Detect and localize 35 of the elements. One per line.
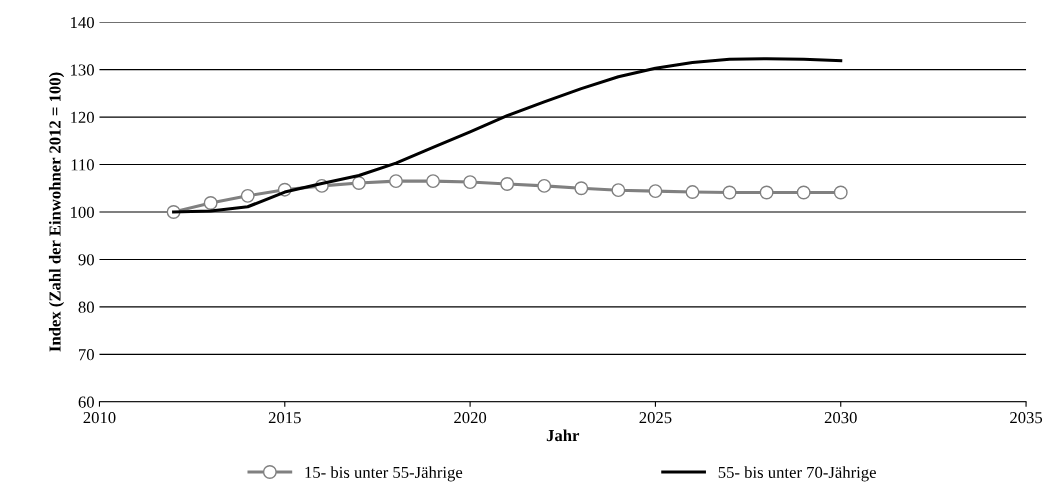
point [685,185,700,200]
y-axis-title: Index (Zahl der Einwohner 2012 = 100) [48,72,65,352]
y-tick-label: 70 [79,349,94,361]
x-tick-label: 2025 [639,412,672,424]
x-tick-label: 2035 [1010,412,1043,424]
point [389,174,403,189]
y-tick-label: 120 [71,111,94,124]
y-tick-label: 130 [71,64,94,76]
point [648,184,663,199]
x-tick-label: 2020 [454,412,487,424]
point [500,177,515,191]
x-tick-label: 2015 [268,412,301,424]
legend-label: 55- bis unter 70-Jährige [718,466,876,482]
y-tick-label: 90 [78,254,94,266]
point [203,196,218,210]
point [426,174,440,189]
point [722,185,737,200]
x-tick-label: 2030 [824,412,857,424]
point [611,183,626,198]
y-tick-label: 140 [71,16,94,29]
y-tick-label: 60 [78,396,94,408]
point [796,185,811,200]
point [537,178,552,193]
y-tick-label: 100 [71,206,94,218]
point [351,176,366,190]
legend-label: 15- bis unter 55-Jährige [305,466,463,482]
y-tick-label: 80 [78,301,94,313]
point [833,185,848,200]
x-axis-title: Jahr [546,429,580,442]
y-tick-label: 110 [71,159,94,171]
point [463,175,478,190]
point [240,188,255,203]
x-tick-label: 2010 [83,412,116,424]
point [574,181,589,196]
point [759,185,774,200]
